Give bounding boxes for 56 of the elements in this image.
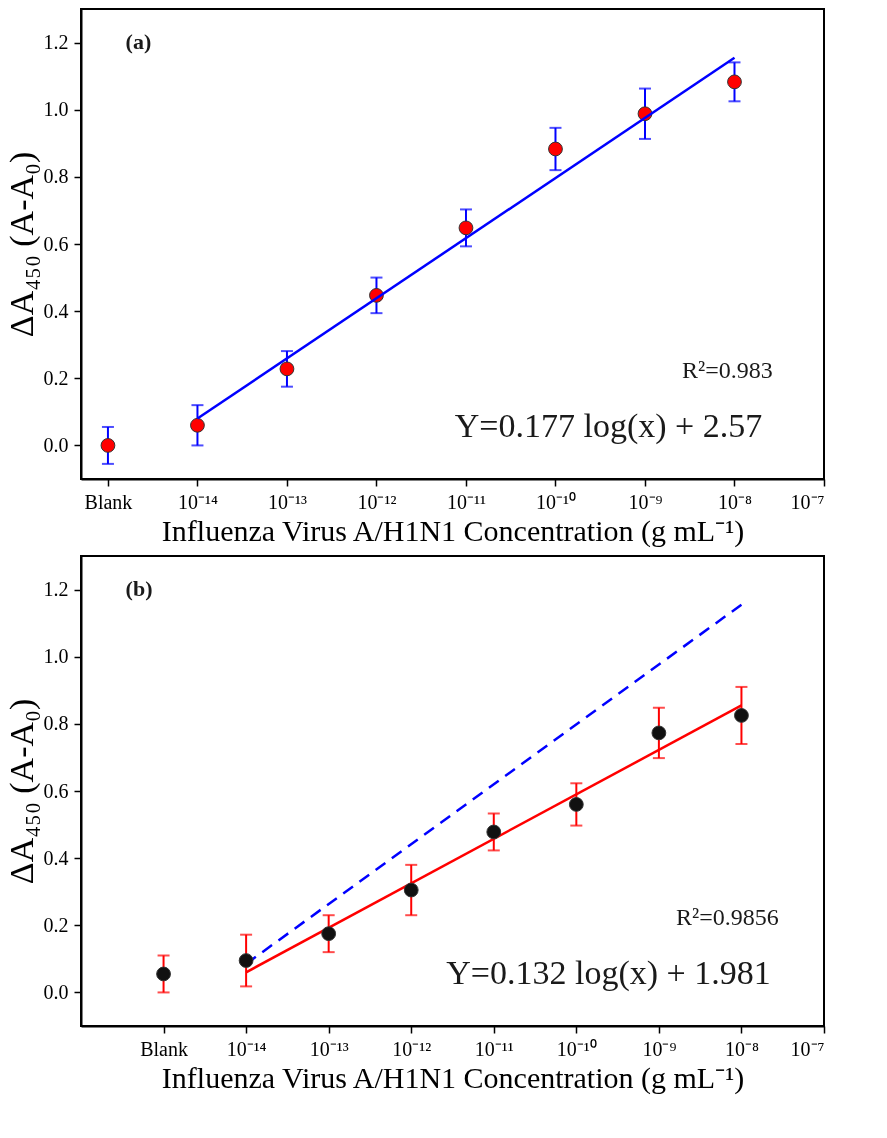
x-tick-label: 10⁻¹² [392, 1037, 432, 1060]
x-tick-label: Blank [84, 490, 133, 513]
point [156, 966, 171, 982]
annotation: (a) [125, 28, 152, 54]
point [568, 797, 584, 812]
point [279, 361, 295, 377]
point [734, 708, 749, 723]
y-axis-title: ΔA₄₅₀ (A-A₀) [2, 151, 41, 338]
x-tick-label: 10⁻¹³ [309, 1037, 349, 1060]
point [458, 220, 474, 236]
y-tick-label: 0.2 [43, 366, 69, 389]
point [651, 725, 667, 741]
point [321, 926, 337, 942]
x-axis-title: Influenza Virus A/H1N1 Concentration (g mL⁻¹) [161, 513, 745, 548]
x-tick-label: 10⁻¹⁴ [177, 490, 218, 513]
y-tick-label: 0.2 [43, 913, 69, 936]
y-axis-title: ΔA₄₅₀ (A-A₀) [2, 698, 41, 885]
annotation: Y=0.177 log(x) + 2.57 [454, 407, 763, 446]
y-tick-label: 0.4 [43, 846, 69, 869]
x-tick-label: 10⁻⁸ [718, 490, 752, 513]
point [486, 824, 502, 840]
y-tick-label: 0.6 [43, 232, 69, 255]
x-tick-label: 10⁻¹⁴ [226, 1037, 267, 1060]
point [403, 882, 419, 898]
annotation: Y=0.132 log(x) + 1.981 [446, 954, 771, 993]
x-tick-label: Blank [140, 1037, 188, 1060]
annotation: R²=0.983 [682, 356, 773, 383]
y-tick-label: 1.2 [43, 31, 69, 54]
y-tick-label: 0.6 [43, 779, 69, 802]
x-axis-title: Influenza Virus A/H1N1 Concentration (g mL⁻¹) [161, 1060, 745, 1095]
x-tick-label: 10⁻¹³ [267, 490, 307, 513]
x-tick-label: 10⁻¹² [357, 490, 397, 513]
point [100, 438, 116, 453]
x-tick-label: 10⁻⁷ [790, 490, 825, 513]
y-tick-label: 0.0 [43, 980, 69, 1003]
x-tick-label: 10⁻⁸ [724, 1037, 759, 1060]
y-tick-label: 0.8 [43, 712, 69, 735]
x-tick-label: 10⁻¹⁰ [556, 1037, 597, 1060]
x-tick-label: 10⁻⁷ [790, 1037, 825, 1060]
x-tick-label: 10⁻¹¹ [446, 490, 486, 513]
x-tick-label: 10⁻¹⁰ [535, 490, 576, 513]
y-tick-label: 0.0 [43, 433, 69, 456]
x-tick-label: 10⁻⁹ [628, 490, 663, 513]
y-tick-label: 1.0 [43, 645, 69, 668]
point [548, 141, 563, 157]
annotation: (b) [125, 575, 153, 601]
y-tick-label: 0.4 [43, 299, 69, 322]
point [190, 417, 205, 433]
annotation: R²=0.9856 [676, 903, 779, 930]
y-tick-label: 0.8 [43, 165, 69, 188]
y-tick-label: 1.2 [43, 578, 69, 601]
point [727, 74, 742, 90]
point [238, 953, 254, 968]
x-tick-label: 10⁻⁹ [642, 1037, 677, 1060]
y-tick-label: 1.0 [43, 98, 69, 121]
x-tick-label: 10⁻¹¹ [474, 1037, 514, 1060]
